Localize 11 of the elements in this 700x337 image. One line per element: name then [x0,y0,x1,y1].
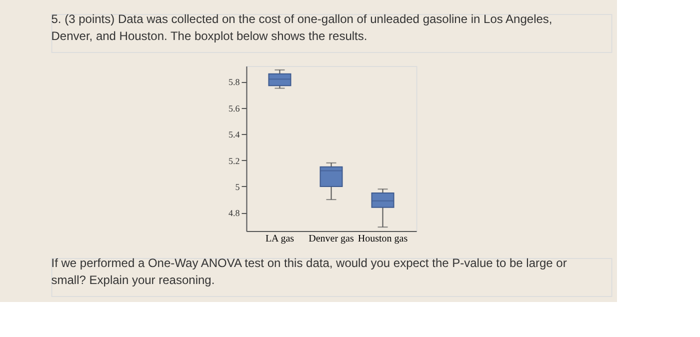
x-tick-label: Houston gas [358,234,408,244]
x-tick-label: LA gas [265,234,294,244]
x-tick-label: Denver gas [308,234,354,244]
y-tick-label: 5 [235,182,240,192]
y-tick-label: 5.4 [228,130,240,140]
chart-title: 5. (3 points) Data was collected on the cost of one-gallon of unleaded gasoline in Los Angeles, Denver, and Houston. The boxplot below shows the results. [51,12,552,43]
y-tick-label: 5.2 [228,156,240,166]
text: If we performed a One-Way ANOVA test on this data, would you expect the P-value to be large or small? Explain your reasoning. [51,256,567,287]
y-tick-label: 5.6 [228,103,240,114]
y-tick-label: 5.8 [228,77,240,88]
y-tick-label: 4.8 [228,208,240,218]
